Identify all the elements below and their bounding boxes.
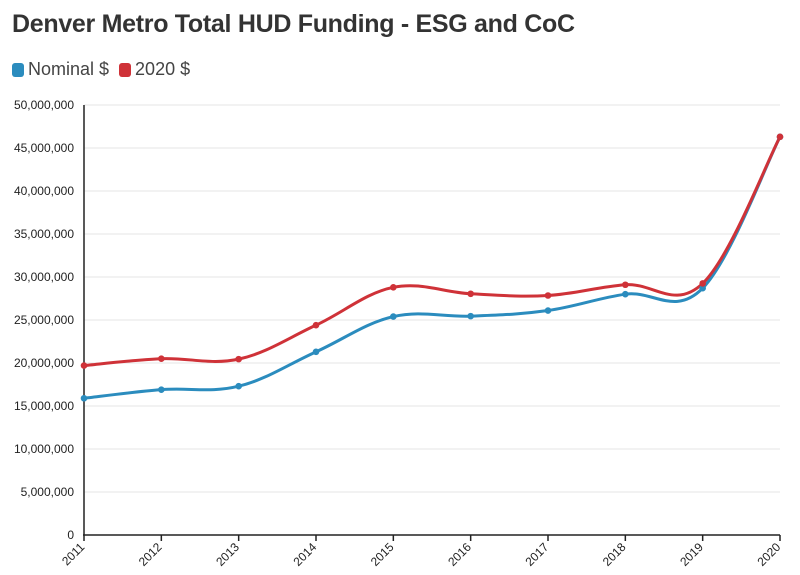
y-tick-label: 5,000,000 (21, 485, 75, 499)
x-tick-label: 2017 (523, 540, 552, 569)
data-point-nominal[interactable] (390, 313, 397, 320)
y-tick-label: 50,000,000 (14, 98, 74, 112)
x-tick-label: 2016 (445, 540, 474, 569)
y-tick-label: 10,000,000 (14, 442, 74, 456)
data-point-nominal[interactable] (235, 382, 242, 390)
x-tick-label: 2011 (59, 540, 87, 568)
y-tick-label: 20,000,000 (14, 356, 74, 370)
data-point-2020[interactable] (80, 362, 88, 369)
data-point-nominal[interactable] (699, 284, 706, 292)
x-tick-label: 2012 (136, 540, 165, 569)
data-point-2020[interactable] (544, 292, 552, 299)
legend-label-2020: 2020 $ (135, 59, 191, 79)
series-lines (80, 133, 784, 402)
series-line-2020 (82, 135, 782, 368)
data-point-2020[interactable] (622, 281, 629, 289)
x-tick-label: 2014 (291, 540, 320, 569)
data-point-2020[interactable] (390, 284, 397, 291)
data-point-nominal[interactable] (544, 307, 552, 314)
x-tick-label: 2015 (368, 540, 397, 569)
y-tick-label: 45,000,000 (14, 141, 74, 155)
chart-title: Denver Metro Total HUD Funding - ESG and… (12, 10, 575, 38)
data-point-2020[interactable] (467, 290, 474, 298)
y-axis-tick-labels: 0 5,000,000 10,000,000 15,000,000 20,000,000… (14, 98, 74, 542)
legend-label-nominal: Nominal $ (28, 59, 110, 79)
axes (83, 105, 781, 541)
data-point-2020[interactable] (158, 355, 165, 363)
data-point-2020[interactable] (776, 133, 784, 141)
y-tick-label: 0 (67, 528, 74, 542)
data-point-2020[interactable] (312, 321, 320, 329)
x-tick-label: 2019 (677, 540, 706, 569)
data-point-nominal[interactable] (312, 348, 320, 356)
data-point-nominal[interactable] (622, 290, 629, 298)
legend-swatch-2020 (119, 62, 132, 77)
y-tick-label: 25,000,000 (14, 313, 74, 327)
legend-item-nominal[interactable]: Nominal $ (12, 59, 109, 80)
data-point-nominal[interactable] (80, 394, 88, 402)
data-point-nominal[interactable] (158, 386, 165, 393)
legend-swatch-nominal (12, 62, 24, 77)
gridlines (84, 104, 780, 493)
x-tick-label: 2018 (600, 540, 629, 569)
x-tick-label: 2020 (755, 540, 784, 569)
y-tick-label: 15,000,000 (14, 399, 74, 413)
data-point-2020[interactable] (699, 280, 706, 287)
legend: Nominal $ 2020 $ (12, 59, 200, 80)
legend-item-2020[interactable]: 2020 $ (119, 59, 190, 80)
data-point-2020[interactable] (235, 355, 242, 363)
data-point-nominal[interactable] (467, 312, 474, 320)
y-tick-label: 30,000,000 (14, 270, 74, 284)
y-tick-label: 40,000,000 (14, 184, 74, 198)
x-tick-label: 2013 (213, 540, 242, 569)
y-tick-label: 35,000,000 (14, 227, 74, 241)
x-axis-tick-labels: 2011 2012 2013 2014 2015 2016 2017 2018 2019 2020 (59, 540, 783, 569)
series-line-nominal (82, 135, 782, 400)
